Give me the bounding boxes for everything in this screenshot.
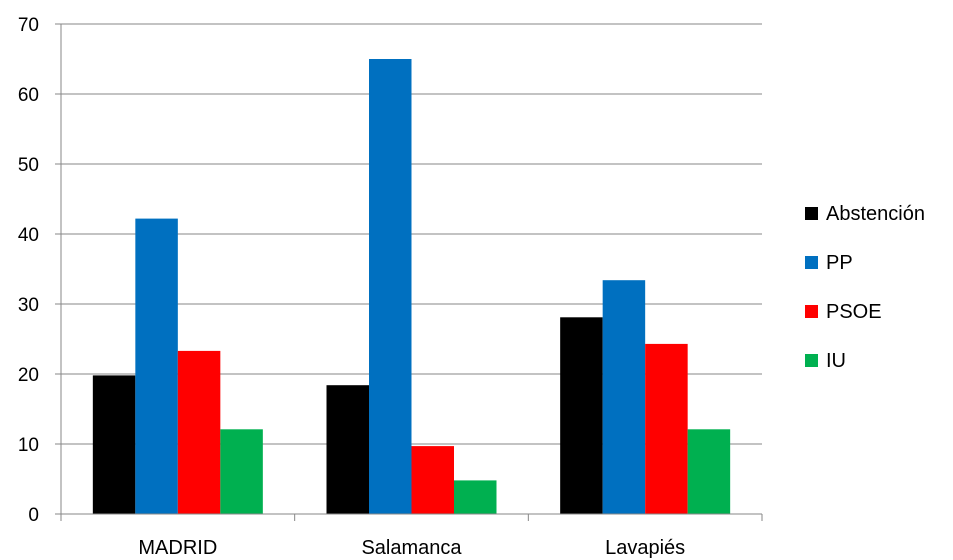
bar-iu-1	[454, 480, 497, 514]
y-tick-label: 20	[18, 365, 39, 386]
y-tick-label: 0	[28, 505, 39, 526]
x-category-label: MADRID	[138, 537, 217, 559]
bar-pp-0	[135, 218, 178, 514]
axes	[55, 23, 763, 521]
y-tick-label: 30	[18, 295, 39, 316]
y-tick-label: 50	[18, 155, 39, 176]
bar-psoe-1	[411, 446, 454, 514]
legend-label: PP	[826, 252, 853, 274]
legend-swatch	[805, 207, 818, 220]
legend-label: PSOE	[826, 301, 882, 323]
bar-psoe-2	[645, 343, 688, 514]
y-tick-label: 40	[18, 225, 39, 246]
y-tick-label: 60	[18, 85, 39, 106]
legend: Abstención PP PSOE IU	[805, 203, 925, 372]
legend-swatch	[805, 256, 818, 269]
bar-pp-2	[602, 280, 646, 514]
x-axis-category-labels: MADRID Salamanca Lavapiés	[138, 537, 685, 559]
bar-pp-1	[369, 59, 412, 514]
x-category-label: Salamanca	[361, 537, 462, 559]
bar-abstencin-1	[326, 385, 369, 514]
bar-iu-0	[220, 429, 263, 514]
legend-swatch	[805, 354, 818, 367]
x-category-label: Lavapiés	[605, 537, 685, 559]
bar-psoe-0	[177, 350, 221, 514]
bars	[92, 59, 731, 514]
y-tick-label: 10	[18, 435, 39, 456]
legend-label: IU	[826, 350, 846, 372]
y-tick-label: 70	[18, 15, 39, 36]
bar-abstencin-2	[560, 317, 603, 514]
y-axis-tick-labels: 0 10 20 30 40 50 60 70	[18, 15, 39, 526]
bar-iu-2	[687, 429, 731, 514]
legend-swatch	[805, 305, 818, 318]
bar-abstencin-0	[92, 375, 136, 514]
legend-label: Abstención	[826, 203, 925, 225]
